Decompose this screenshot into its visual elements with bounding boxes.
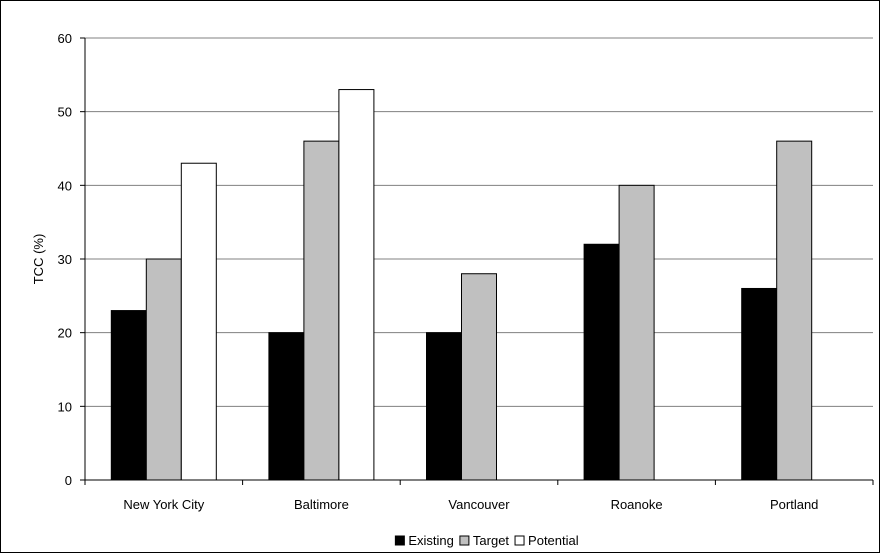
y-tick-label: 30 [58, 252, 72, 267]
y-tick-label: 0 [65, 473, 72, 488]
bar-existing-baltimore [268, 332, 305, 481]
x-tick-label: Roanoke [611, 497, 663, 512]
legend-label-target: Target [473, 533, 510, 548]
legend-item-existing: Existing [394, 533, 454, 548]
x-tick-label: Portland [770, 497, 818, 512]
x-tick-label: Baltimore [294, 497, 349, 512]
bar-target-vancouver [461, 273, 497, 481]
bar-existing-portland [741, 287, 778, 481]
y-tick-label: 40 [58, 178, 72, 193]
bar-target-roanoke [618, 184, 655, 481]
legend-item-target: Target [459, 533, 510, 548]
legend-swatch-existing [394, 535, 405, 546]
legend-swatch-potential [514, 535, 525, 546]
bar-existing-vancouver [426, 332, 462, 481]
bar-target-new-york-city [145, 258, 182, 481]
y-tick-labels: 0 10 20 30 40 50 60 [58, 31, 72, 488]
bar-potential-new-york-city [180, 162, 217, 481]
y-tick-label: 50 [58, 105, 72, 120]
legend-label-existing: Existing [408, 533, 454, 548]
legend-item-potential: Potential [514, 533, 579, 548]
x-tick-label: Vancouver [448, 497, 510, 512]
axes [84, 38, 874, 485]
bar-existing-new-york-city [110, 310, 147, 481]
x-tick-labels: New York City Baltimore Vancouver Roanoke Po… [123, 497, 818, 512]
y-tick-label: 60 [58, 31, 72, 46]
bar-existing-roanoke [583, 243, 620, 481]
bar-target-baltimore [303, 140, 340, 481]
bar-potential-baltimore [338, 89, 375, 481]
legend: Existing Target Potential [394, 533, 579, 548]
y-tick-label: 20 [58, 326, 72, 341]
legend-swatch-target [459, 535, 470, 546]
legend-label-potential: Potential [528, 533, 579, 548]
x-tick-label: New York City [123, 497, 204, 512]
bars [110, 89, 813, 481]
y-axis-title: TCC (%) [31, 234, 46, 285]
y-tick-label: 10 [58, 399, 72, 414]
bar-target-portland [776, 140, 813, 481]
